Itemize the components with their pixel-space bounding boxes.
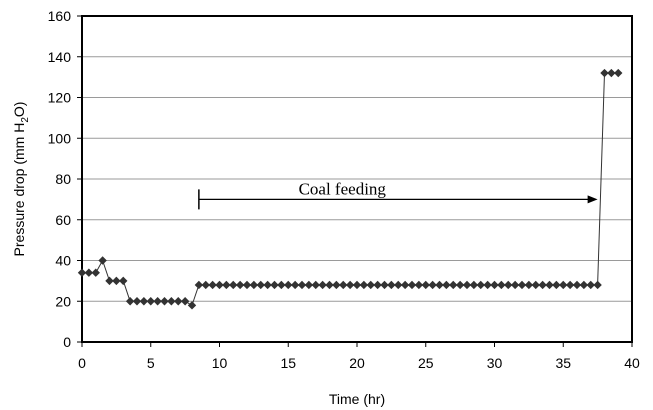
y-tick-label: 40 <box>55 253 71 269</box>
x-tick-label: 15 <box>280 355 296 371</box>
data-point <box>188 301 196 309</box>
x-tick-label: 30 <box>487 355 503 371</box>
y-tick-label: 100 <box>48 130 72 146</box>
y-tick-label: 60 <box>55 212 71 228</box>
x-tick-label: 10 <box>212 355 228 371</box>
y-tick-label: 160 <box>48 8 72 24</box>
x-tick-label: 40 <box>624 355 640 371</box>
x-tick-label: 0 <box>78 355 86 371</box>
annotation-layer: Coal feeding <box>199 179 598 209</box>
y-tick-label: 20 <box>55 293 71 309</box>
y-tick-labels: 0 20 40 60 80 100 120 140 160 <box>48 8 72 350</box>
y-axis-title-main: Pressure drop (mm H <box>11 123 27 257</box>
y-axis-title: Pressure drop (mm H2O) <box>11 102 31 257</box>
y-tick-label: 120 <box>48 90 72 106</box>
annotation-arrow-head <box>588 195 598 203</box>
x-tick-label: 25 <box>418 355 434 371</box>
x-tick-label: 5 <box>147 355 155 371</box>
x-tick-label: 35 <box>555 355 571 371</box>
y-tick-label: 80 <box>55 171 71 187</box>
data-point <box>614 69 622 77</box>
data-point <box>98 256 106 264</box>
x-tick-label: 20 <box>349 355 365 371</box>
data-point <box>181 297 189 305</box>
annotation-label: Coal feeding <box>299 179 387 198</box>
y-axis-title-end: O) <box>11 102 27 118</box>
data-point <box>119 277 127 285</box>
x-axis-title: Time (hr) <box>329 391 385 407</box>
x-tick-labels: 0 5 10 15 20 25 30 35 40 <box>78 355 640 371</box>
data-point <box>92 269 100 277</box>
y-tick-label: 140 <box>48 49 72 65</box>
y-tick-label: 0 <box>63 334 71 350</box>
data-point <box>593 281 601 289</box>
